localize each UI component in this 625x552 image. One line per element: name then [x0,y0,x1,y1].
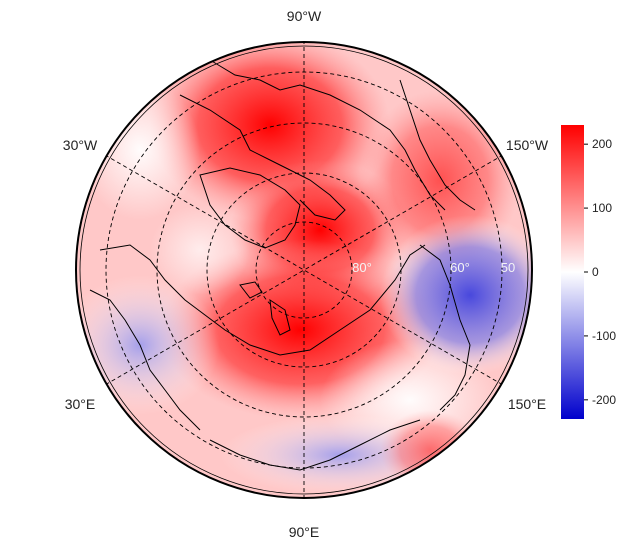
map-boundary [75,41,533,499]
field-shading [76,42,532,498]
lat-circle-60 [156,122,452,418]
colorbar-tick-label: 200 [592,137,612,151]
lon-label-top: 90°W [287,8,322,24]
colorbar-ramp [561,125,584,419]
svalbard-coast [239,281,263,299]
colorbar-tick-label: -100 [592,329,616,343]
canadian-archipelago-coast [179,94,346,221]
colorbar-ticks: 200 100 0 -100 -200 [584,137,616,407]
coastlines [89,59,476,471]
colorbar-tick-label: -200 [592,393,616,407]
map-boundary-inner [79,45,529,495]
north-america-coast [209,59,446,211]
novaya-zemlya-coast [269,298,291,336]
europe-coast [89,289,201,431]
colorbar-tick-label: 100 [592,201,612,215]
greenland-coast [199,167,301,249]
lon-label-lower-right: 150°E [508,396,546,412]
colorbar: 200 100 0 -100 -200 [561,125,616,419]
siberia-coast [419,244,471,411]
lat-label-80: 80° [352,260,372,275]
lat-label-60: 60° [450,260,470,275]
lon-label-upper-right: 150°W [506,137,549,153]
lat-label-50: 50 [501,260,515,275]
asia-south-coast [209,419,421,471]
lon-label-lower-left: 30°E [65,396,96,412]
alaska-coast [399,79,476,211]
eurasia-coast [99,244,426,356]
lon-label-upper-left: 30°W [63,137,98,153]
colorbar-tick-label: 0 [592,265,599,279]
lon-label-bottom: 90°E [289,524,320,540]
graticule [104,42,504,498]
